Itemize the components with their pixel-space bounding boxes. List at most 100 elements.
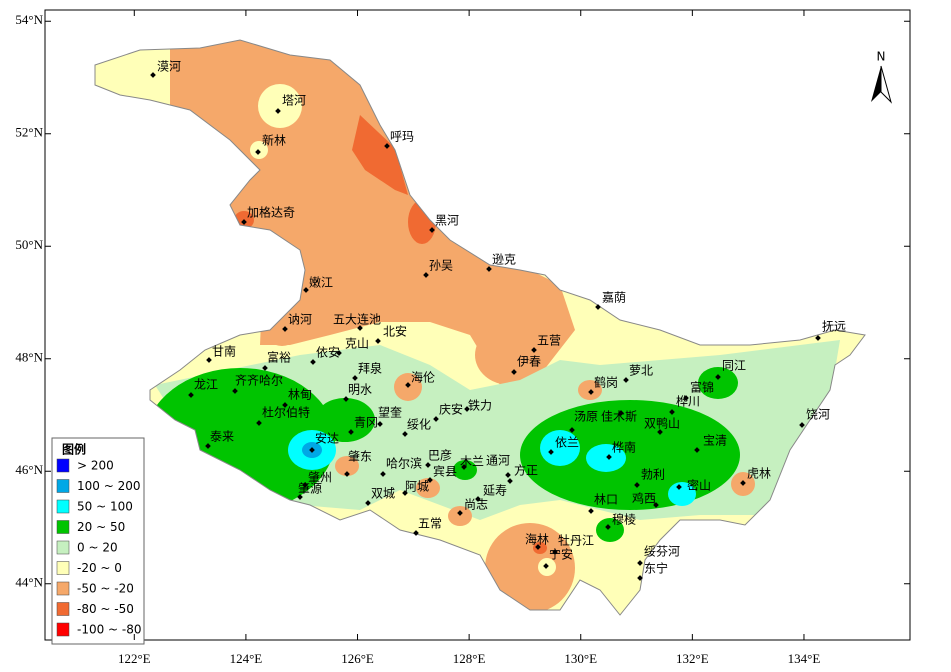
city-label: 抚远	[822, 320, 846, 334]
city-label: 饶河	[806, 408, 830, 422]
city-label: 北安	[383, 324, 407, 339]
legend-swatch	[56, 458, 70, 473]
city-dot	[606, 454, 612, 460]
city-label: 五大连池	[333, 312, 381, 327]
city-dot	[344, 471, 350, 477]
city-dot	[256, 420, 262, 426]
city-label: 黑河	[435, 214, 459, 228]
city-dot	[425, 462, 431, 468]
city-dot	[505, 472, 511, 478]
city-label: 海伦	[411, 370, 435, 385]
y-tick-label: 54°N	[15, 12, 43, 27]
y-tick-label: 44°N	[15, 575, 43, 590]
legend-label: 0 ~ 20	[77, 541, 118, 555]
y-tick-label: 48°N	[15, 350, 43, 365]
city-label: 新林	[262, 133, 286, 148]
city-dot	[433, 416, 439, 422]
class-fill	[416, 478, 440, 498]
city-label: 绥化	[407, 418, 431, 432]
y-tick-label: 52°N	[15, 125, 43, 140]
city-dot	[535, 544, 541, 550]
city-label: 呼玛	[390, 130, 414, 144]
city-label: 鹤岗	[594, 375, 618, 390]
legend-swatch	[56, 622, 70, 637]
legend-label: -100 ~ -80	[77, 623, 142, 637]
legend: 图例 > 200 100 ~ 200 50 ~ 100 20 ~ 50 0 ~ 20 -2…	[51, 437, 145, 645]
city-label: 汤原	[574, 410, 598, 424]
city-dot	[232, 388, 238, 394]
city-label: 虎林	[747, 467, 771, 481]
city-label: 嘉荫	[602, 291, 626, 305]
class-fill	[250, 141, 268, 159]
legend-label: -50 ~ -20	[77, 582, 134, 596]
city-dot	[380, 471, 386, 477]
city-dot	[377, 421, 383, 427]
class-fill	[258, 84, 302, 128]
city-label: 齐齐哈尔	[235, 373, 283, 388]
class-fill	[596, 518, 624, 542]
city-dot	[486, 266, 492, 272]
city-dot	[310, 359, 316, 365]
city-dot	[669, 409, 675, 415]
city-label: 五营	[537, 334, 561, 348]
city-dot	[262, 365, 268, 371]
y-tick-label: 46°N	[15, 462, 43, 477]
city-label: 龙江	[194, 378, 218, 392]
legend-title: 图例	[62, 442, 86, 457]
legend-swatch	[56, 540, 70, 555]
city-dot	[457, 510, 463, 516]
city-dot	[402, 490, 408, 496]
class-fill	[335, 456, 359, 476]
city-label: 勃利	[641, 468, 665, 482]
city-label: 海林	[525, 532, 549, 547]
y-tick-label: 50°N	[15, 237, 43, 252]
city-dot	[653, 502, 659, 508]
legend-label: -80 ~ -50	[77, 602, 134, 616]
city-label: 鸡西	[632, 491, 656, 506]
class-fill	[448, 506, 472, 526]
x-tick-label: 122°E	[118, 651, 151, 666]
city-dot	[282, 402, 288, 408]
city-dot	[634, 482, 640, 488]
city-dot	[348, 429, 354, 435]
city-dot	[365, 500, 371, 506]
x-tick-label: 130°E	[564, 651, 597, 666]
city-label: 巴彦	[428, 448, 452, 463]
city-label: 讷河	[288, 313, 312, 327]
city-label: 拜泉	[358, 362, 382, 376]
city-dot	[205, 443, 211, 449]
city-dot	[637, 560, 643, 566]
class-fill	[352, 115, 408, 195]
city-dot	[548, 449, 554, 455]
city-dot	[715, 374, 721, 380]
city-label: 宝清	[703, 434, 727, 448]
class-fill	[540, 430, 580, 466]
legend-swatch	[56, 602, 70, 616]
legend-swatch	[56, 520, 70, 534]
city-dot	[309, 447, 315, 453]
city-dot	[464, 406, 470, 412]
city-label: 肇州	[308, 470, 332, 485]
city-label: 肇东	[348, 449, 372, 464]
city-dot	[150, 72, 156, 78]
city-dot	[336, 350, 342, 356]
city-label: 穆棱	[612, 512, 636, 527]
city-dot	[694, 447, 700, 453]
city-label: 漠河	[157, 60, 181, 74]
city-label: 伊春	[517, 355, 541, 369]
city-label: 宾县	[433, 464, 457, 479]
legend-swatch	[56, 581, 70, 596]
city-label: 五常	[418, 517, 442, 531]
city-label: 富锦	[690, 380, 714, 395]
city-label: 桦川	[676, 394, 700, 409]
class-fill	[533, 542, 547, 554]
city-dot	[588, 508, 594, 514]
city-dot	[375, 338, 381, 344]
city-label: 木兰	[460, 455, 484, 469]
city-label: 林口	[594, 493, 618, 507]
city-label: 明水	[348, 383, 372, 397]
city-label: 延寿	[483, 484, 507, 498]
city-label: 双城	[371, 487, 395, 501]
city-dot	[352, 375, 358, 381]
city-label: 牡丹江	[558, 533, 594, 548]
